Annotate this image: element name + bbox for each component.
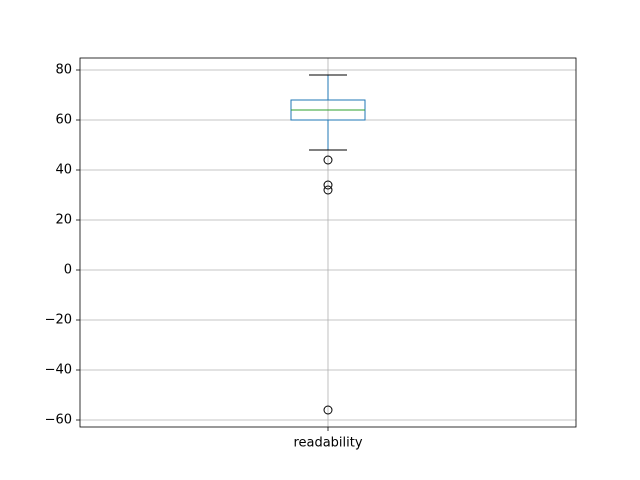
y-tick-label: 0	[64, 263, 72, 278]
y-tick-label: 20	[55, 213, 72, 228]
x-tick-label: readability	[293, 436, 362, 451]
flier	[323, 155, 333, 165]
y-tick-label: 40	[55, 163, 72, 178]
y-tick-label: −60	[45, 413, 72, 428]
flier	[323, 405, 333, 415]
y-tick-label: 80	[55, 63, 72, 78]
flier	[323, 180, 333, 190]
y-tick-label: −20	[45, 313, 72, 328]
flier	[323, 185, 333, 195]
plot-frame	[79, 57, 577, 428]
y-tick-label: 60	[55, 113, 72, 128]
y-tick-label: −40	[45, 363, 72, 378]
